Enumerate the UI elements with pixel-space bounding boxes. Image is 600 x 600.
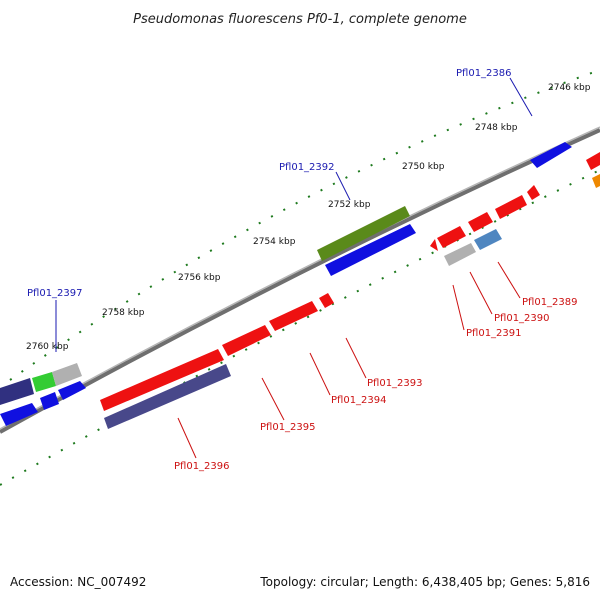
gene-arrow[interactable] — [527, 185, 540, 200]
tick-label: 2756 kbp — [178, 273, 221, 283]
gene-arrow[interactable] — [269, 301, 318, 331]
gene-label[interactable]: Pfl01_2391 — [466, 328, 522, 339]
gene-label[interactable]: Pfl01_2390 — [494, 313, 550, 324]
gene-arrow[interactable] — [0, 403, 38, 426]
gene-arrow[interactable] — [0, 378, 34, 405]
gene-arrow[interactable] — [319, 293, 334, 308]
leader-lines — [55, 77, 533, 459]
gene-label[interactable]: Pfl01_2392 — [279, 162, 335, 173]
accession-text: Accession: NC_007492 — [10, 575, 146, 589]
gene-label[interactable]: Pfl01_2389 — [522, 297, 578, 308]
tick-label: 2750 kbp — [402, 162, 445, 172]
gene-arrow[interactable] — [592, 174, 600, 188]
genome-backbone — [0, 128, 600, 434]
gene-arrow[interactable] — [317, 206, 410, 261]
gene-arrow[interactable] — [430, 239, 438, 251]
gene-label[interactable]: Pfl01_2386 — [456, 68, 512, 79]
forward-genes — [0, 142, 600, 426]
gene-arrow[interactable] — [586, 152, 600, 170]
tick-label: 2760 kbp — [26, 342, 69, 352]
tick-label: 2746 kbp — [548, 83, 591, 93]
gene-arrow[interactable] — [468, 212, 493, 232]
gene-label[interactable]: Pfl01_2395 — [260, 422, 316, 433]
gene-arrow[interactable] — [444, 243, 476, 266]
gene-arrow[interactable] — [40, 392, 59, 410]
gene-arrow[interactable] — [437, 226, 466, 248]
gene-arrow[interactable] — [52, 363, 82, 386]
gene-label[interactable]: Pfl01_2393 — [367, 378, 423, 389]
tick-label: 2758 kbp — [102, 308, 145, 318]
gene-arrow[interactable] — [222, 325, 271, 356]
gene-arrow[interactable] — [100, 349, 224, 411]
tick-label: 2754 kbp — [253, 237, 296, 247]
gene-label[interactable]: Pfl01_2396 — [174, 461, 230, 472]
gene-arrow[interactable] — [495, 195, 527, 219]
outer-scale-dots — [9, 69, 600, 381]
tick-label: 2752 kbp — [328, 200, 371, 210]
gene-label[interactable]: Pfl01_2397 — [27, 288, 83, 299]
gene-arrow[interactable] — [32, 372, 56, 392]
reverse-genes — [100, 185, 540, 429]
gene-arrow[interactable] — [530, 142, 572, 168]
tick-label: 2748 kbp — [475, 123, 518, 133]
gene-arrow[interactable] — [58, 381, 86, 400]
genome-summary-text: Topology: circular; Length: 6,438,405 bp… — [259, 575, 590, 589]
gene-arrow[interactable] — [474, 229, 502, 250]
map-title: Pseudomonas fluorescens Pf0-1, complete … — [133, 12, 467, 27]
inner-scale-dots — [0, 169, 600, 486]
gene-arrow[interactable] — [104, 364, 231, 429]
gene-label[interactable]: Pfl01_2394 — [331, 395, 387, 406]
gene-arrow[interactable] — [325, 224, 416, 276]
